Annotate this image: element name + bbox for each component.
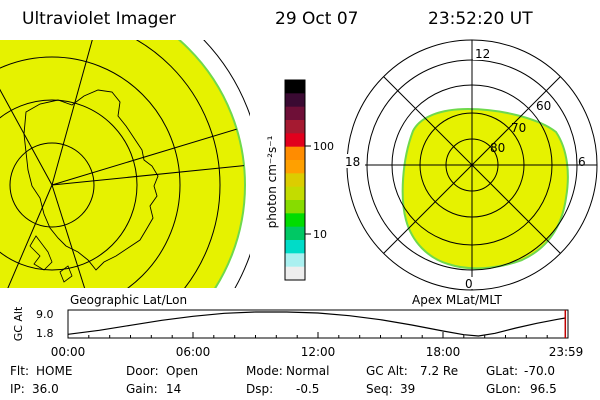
- color-bar-tick-10: 10: [313, 228, 327, 241]
- color-bar-segment: [285, 106, 305, 121]
- altitude-xtick-0600: 06:00: [176, 345, 211, 359]
- status-ip-value: 36.0: [32, 382, 59, 396]
- status-mode-value: Normal: [286, 364, 329, 378]
- mlt-label-top: 12: [475, 47, 490, 61]
- altitude-ytick-min: 1.8: [36, 327, 54, 340]
- status-door-value: Open: [166, 364, 198, 378]
- polar-labels: 12 18 6 0 60 70 80: [341, 46, 586, 291]
- color-bar-tick-100: 100: [313, 140, 334, 153]
- status-glat-value: -70.0: [524, 364, 555, 378]
- altitude-ytick-max: 9.0: [36, 308, 54, 321]
- status-flt-label: Flt:: [10, 364, 29, 378]
- geo-panel-caption: Geographic Lat/Lon: [70, 293, 187, 307]
- color-bar-segment: [285, 226, 305, 241]
- status-gcalt-value: 7.2 Re: [420, 364, 458, 378]
- status-seq-label: Seq:: [366, 382, 393, 396]
- polar-panel-caption: Apex MLat/MLT: [412, 293, 502, 307]
- lat-label-80: 80: [490, 141, 505, 155]
- polar-image-panel: 12 18 6 0 60 70 80: [341, 39, 598, 291]
- status-glon-label: GLon:: [486, 382, 521, 396]
- color-bar-segment: [285, 133, 305, 148]
- color-bar: 100 10 photon cm⁻²s⁻¹: [265, 79, 334, 281]
- status-dsp-value: -0.5: [296, 382, 319, 396]
- geo-emission-disk: [0, 40, 246, 288]
- status-dsp-label: Dsp:: [246, 382, 273, 396]
- color-bar-segment: [285, 173, 305, 188]
- lat-label-70: 70: [511, 121, 526, 135]
- mlt-label-bottom: 0: [465, 277, 473, 291]
- status-footer: Flt: HOME Door: Open Mode: Normal GC Alt…: [10, 364, 557, 396]
- color-bar-segment: [285, 200, 305, 214]
- color-bar-segment: [285, 120, 305, 134]
- color-bar-segment: [285, 186, 305, 201]
- status-flt-value: HOME: [36, 364, 72, 378]
- status-glat-label: GLat:: [486, 364, 518, 378]
- geographic-image-panel: [0, 40, 250, 288]
- color-bar-segment: [285, 253, 305, 268]
- polar-grid: [346, 39, 598, 291]
- status-seq-value: 39: [400, 382, 415, 396]
- color-bar-gradient: [285, 80, 305, 281]
- lat-label-60: 60: [536, 99, 551, 113]
- altitude-xtick-1200: 12:00: [301, 345, 336, 359]
- altitude-xtick-2359: 23:59: [549, 345, 584, 359]
- coastline-fragment: [29, 235, 73, 283]
- status-door-label: Door:: [126, 364, 159, 378]
- altitude-xtick-1800: 18:00: [426, 345, 461, 359]
- altitude-ylabel: GC Alt: [12, 306, 25, 341]
- status-gain-label: Gain:: [126, 382, 158, 396]
- altitude-xtick-0000: 00:00: [51, 345, 86, 359]
- status-gain-value: 14: [166, 382, 181, 396]
- coastline-outline: [23, 89, 159, 271]
- status-gcalt-label: GC Alt:: [366, 364, 408, 378]
- status-ip-label: IP:: [10, 382, 25, 396]
- color-bar-unit-label: photon cm⁻²s⁻¹: [265, 135, 279, 228]
- color-bar-segment: [285, 146, 305, 161]
- geo-grid: [0, 40, 250, 288]
- color-bar-segment: [285, 93, 305, 108]
- altitude-chart: GC Alt 9.0 1.8 00:00 06:00 12:00 18:00 2…: [12, 306, 583, 359]
- color-bar-segment: [285, 213, 305, 228]
- polar-emission-region: [401, 107, 569, 270]
- header-date: 29 Oct 07: [275, 9, 358, 29]
- altitude-x-ticks: [67, 332, 569, 338]
- header-time: 23:52:20 UT: [428, 9, 533, 29]
- altitude-series-line: [67, 311, 566, 337]
- header-title: Ultraviolet Imager: [22, 9, 176, 29]
- mlt-label-right: 6: [578, 155, 586, 169]
- status-mode-label: Mode:: [246, 364, 283, 378]
- status-glon-value: 96.5: [530, 382, 557, 396]
- color-bar-segment: [285, 160, 305, 174]
- color-bar-segment: [285, 266, 305, 281]
- color-bar-segment: [285, 80, 305, 94]
- color-bar-segment: [285, 240, 305, 254]
- mlt-label-left: 18: [345, 155, 360, 169]
